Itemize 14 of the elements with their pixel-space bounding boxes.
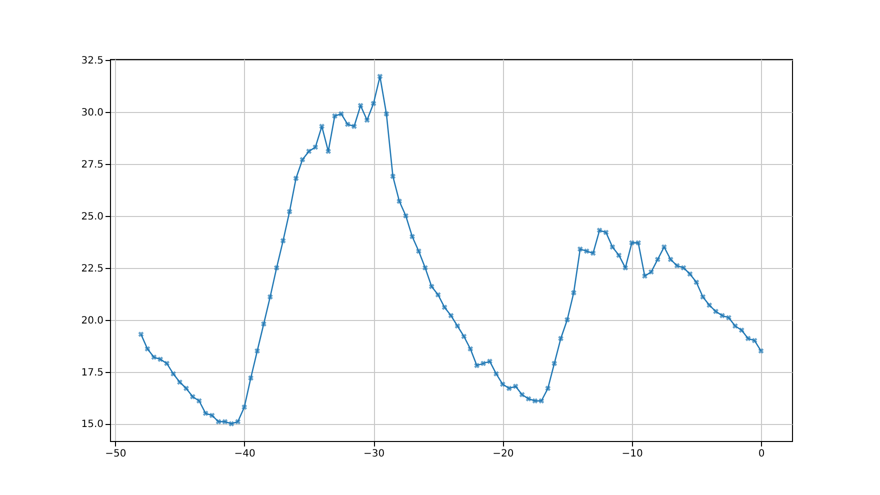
y-tick-label: 27.5 [81,159,104,170]
x-tick-label: 0 [758,448,765,460]
x-tick-label: −30 [363,448,385,460]
y-tick-label: 30.0 [81,107,104,118]
y-tick-label: 22.5 [81,263,104,274]
x-tick-label: −50 [105,448,126,460]
x-tick-label: −40 [234,448,256,460]
y-tick-label: 17.5 [81,367,104,378]
y-tick-label: 25.0 [81,211,104,222]
y-tick-label: 32.5 [81,55,104,66]
x-tick-label: −20 [492,448,514,460]
y-tick-label: 15.0 [81,419,104,430]
x-tick-label: −10 [622,448,643,460]
y-tick-label: 20.0 [81,315,104,326]
